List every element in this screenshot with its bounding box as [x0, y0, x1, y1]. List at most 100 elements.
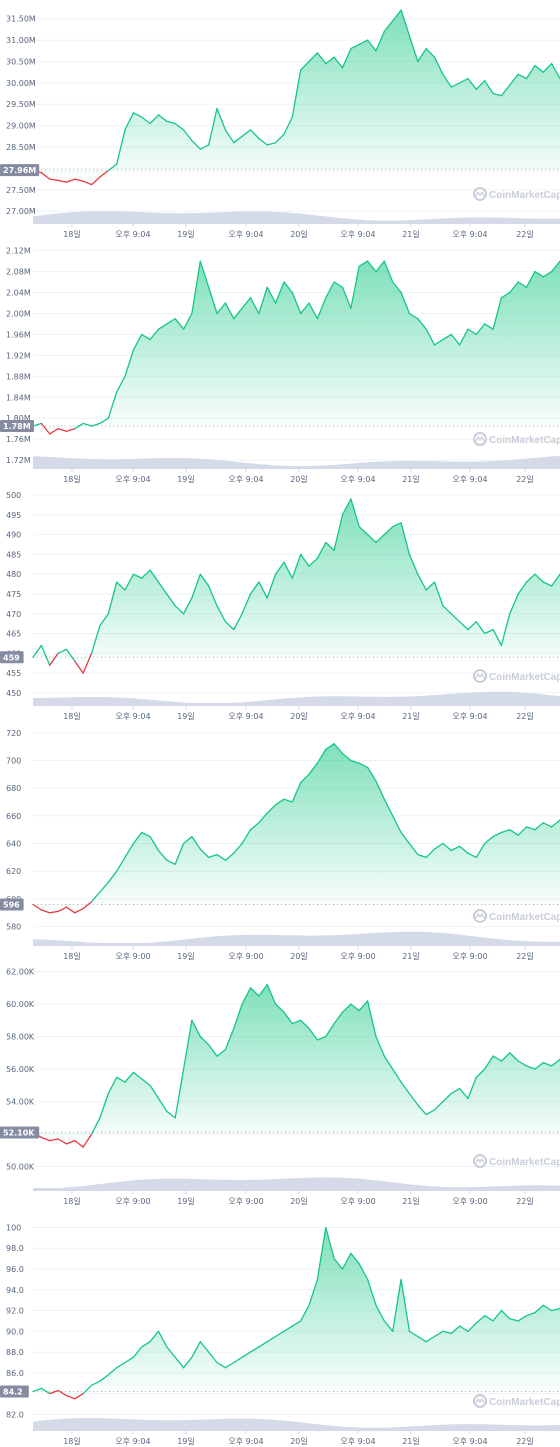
- price-line-segment-up: [90, 1117, 101, 1135]
- x-tick-label: 오후 9:04: [340, 230, 375, 239]
- y-tick-label: 470: [6, 610, 21, 619]
- price-line-segment-up: [500, 1052, 511, 1062]
- price-line-segment-up: [283, 116, 293, 135]
- x-tick-label: 20일: [290, 1437, 308, 1446]
- price-line-segment-up: [224, 852, 235, 861]
- price-line-segment-up: [316, 1035, 327, 1041]
- price-line-segment-up: [550, 260, 560, 273]
- price-line-segment-up: [166, 1346, 176, 1358]
- price-line-segment-up: [283, 798, 293, 803]
- price-line-segment-up: [425, 581, 436, 591]
- price-line-segment-down: [49, 910, 59, 914]
- y-tick-label: 92.0: [6, 1307, 24, 1316]
- price-line-segment-down: [49, 178, 59, 182]
- price-line-segment-up: [392, 1278, 402, 1332]
- x-tick-label: 22일: [516, 712, 534, 721]
- price-area-fill: [33, 984, 560, 1148]
- current-price-label: 1.78M: [3, 422, 31, 431]
- price-line-segment-up: [283, 281, 293, 294]
- coinmarketcap-logo-icon: [473, 432, 487, 446]
- x-tick-label: 오후 9:04: [115, 712, 150, 721]
- price-line-segment-up: [216, 107, 227, 131]
- price-line-segment-up: [99, 613, 109, 627]
- price-line-segment-up: [417, 573, 427, 591]
- x-tick-label: 21일: [402, 230, 420, 239]
- price-area-fill: [33, 743, 560, 913]
- price-line-segment-up: [458, 1325, 469, 1332]
- x-tick-label: 오후 9:04: [115, 1437, 150, 1446]
- price-line-segment-up: [425, 1109, 436, 1116]
- coinmarketcap-logo-icon: [473, 187, 487, 201]
- price-line-segment-up: [325, 1022, 335, 1038]
- price-line-segment-up: [291, 291, 302, 315]
- price-line-segment-up: [216, 853, 227, 861]
- y-tick-label: 27.50M: [6, 186, 36, 195]
- price-line-segment-up: [325, 56, 335, 65]
- y-tick-label: 700: [6, 756, 21, 765]
- x-tick-label: 22일: [516, 230, 534, 239]
- watermark-text: CoinMarketCap: [489, 672, 560, 683]
- x-tick-label: 21일: [402, 952, 420, 961]
- price-line-segment-up: [542, 1304, 553, 1312]
- y-tick-label: 56.00K: [6, 1065, 35, 1074]
- price-line-segment-up: [300, 1304, 310, 1322]
- price-line-segment-up: [450, 1325, 461, 1335]
- price-line-segment-up: [325, 743, 335, 751]
- price-line-segment-up: [450, 82, 461, 88]
- y-tick-label: 90.0: [6, 1327, 24, 1336]
- volume-area: [33, 931, 560, 946]
- price-line-segment-up: [492, 297, 503, 330]
- price-line-segment-down: [82, 901, 93, 910]
- price-line-segment-up: [408, 1092, 419, 1106]
- coinmarketcap-logo-icon: [473, 669, 487, 683]
- price-line-segment-up: [174, 605, 185, 615]
- price-line-segment-up: [408, 553, 419, 575]
- price-line-segment-up: [157, 323, 168, 330]
- price-line-segment-up: [174, 122, 185, 131]
- y-tick-label: 54.00K: [6, 1098, 35, 1107]
- y-tick-label: 31.00M: [6, 36, 36, 45]
- price-line-segment-up: [141, 116, 151, 125]
- price-line-segment-up: [333, 281, 344, 288]
- price-line-segment-up: [266, 983, 277, 1005]
- watermark-text: CoinMarketCap: [489, 435, 560, 446]
- price-line-segment-down: [57, 1389, 68, 1397]
- price-line-segment-up: [233, 842, 243, 854]
- price-line-segment-up: [182, 1019, 193, 1070]
- price-chart-svg: 27.00M27.50M28.00M28.50M29.00M29.50M30.0…: [0, 9, 560, 239]
- price-line-segment-up: [149, 569, 160, 583]
- price-line-segment-up: [82, 1384, 93, 1395]
- price-line-segment-up: [383, 526, 394, 536]
- x-tick-label: 20일: [290, 712, 308, 721]
- price-line-segment-up: [274, 1003, 285, 1013]
- price-line-segment-up: [358, 762, 369, 769]
- price-line-segment-up: [550, 1058, 560, 1067]
- price-line-segment-down: [49, 428, 59, 435]
- price-line-segment-up: [333, 1257, 344, 1270]
- y-tick-label: 30.50M: [6, 57, 36, 66]
- price-line-segment-up: [366, 533, 377, 544]
- price-line-segment-up: [400, 1278, 411, 1332]
- price-line-segment-up: [392, 1068, 402, 1083]
- y-tick-label: 495: [6, 511, 21, 520]
- price-line-segment-down: [40, 422, 51, 435]
- price-line-segment-up: [542, 581, 553, 587]
- price-line-segment-up: [325, 541, 335, 552]
- price-line-segment-up: [191, 835, 201, 850]
- price-line-segment-down: [65, 1395, 76, 1400]
- x-tick-label: 오후 9:04: [115, 230, 150, 239]
- price-line-segment-up: [216, 1048, 227, 1057]
- y-tick-label: 1.76M: [6, 435, 31, 444]
- price-line-segment-up: [509, 73, 519, 86]
- price-line-segment-up: [141, 831, 151, 838]
- current-price-label: 84.2: [3, 1388, 23, 1397]
- price-chart-svg: 82.084.086.088.090.092.094.096.098.01008…: [0, 1223, 560, 1446]
- x-tick-label: 21일: [402, 712, 420, 721]
- y-tick-label: 2.12M: [6, 247, 31, 256]
- price-line-segment-up: [208, 1044, 218, 1057]
- price-line-segment-up: [358, 526, 369, 536]
- y-tick-label: 86.0: [6, 1369, 24, 1378]
- x-tick-label: 오후 9:04: [228, 230, 263, 239]
- y-tick-label: 1.80M: [6, 414, 31, 423]
